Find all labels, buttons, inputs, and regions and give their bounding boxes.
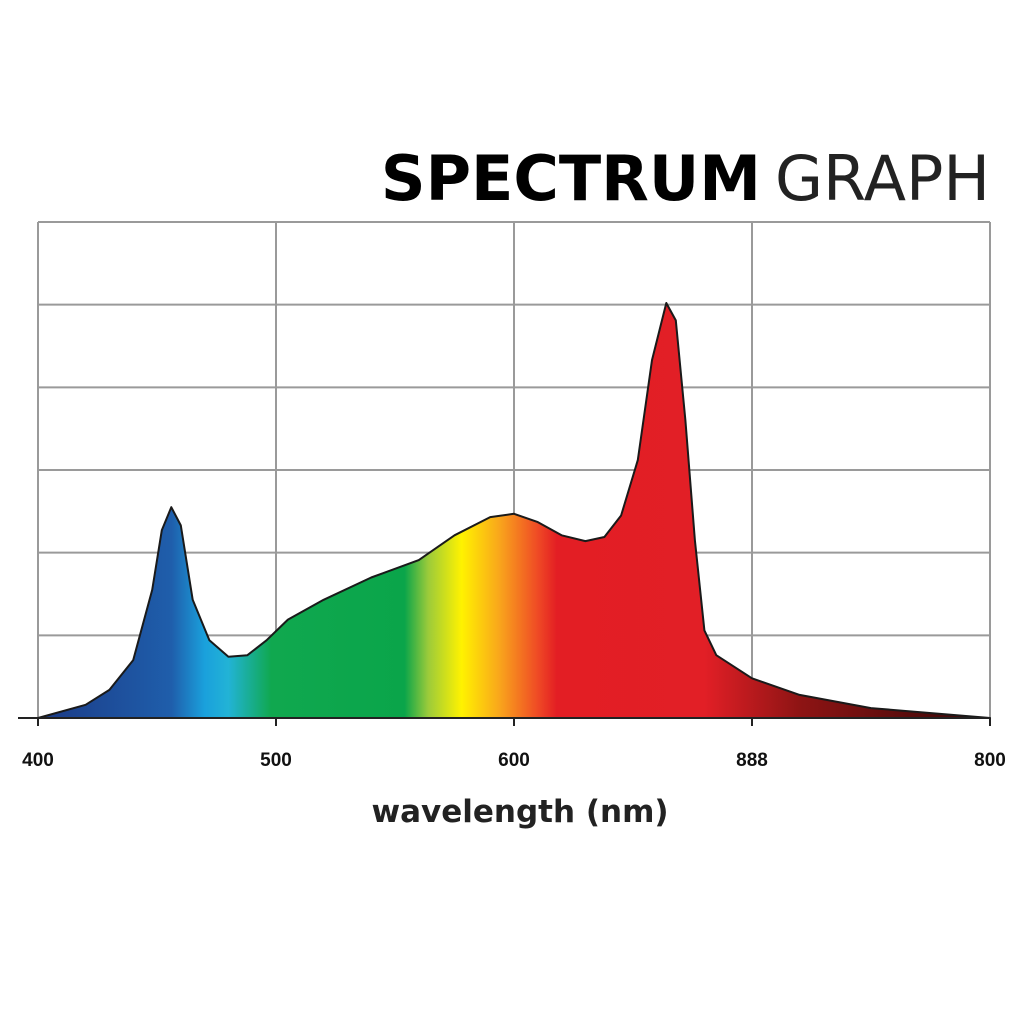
x-tick-label: 500 — [260, 750, 292, 771]
x-tick-label: 800 — [974, 750, 1006, 771]
spectrum-area — [37, 302, 991, 719]
x-tick-label: 888 — [736, 750, 768, 771]
title-bold: SPECTRUM — [381, 142, 761, 215]
x-tick-label: 400 — [22, 750, 54, 771]
x-tick-label: 600 — [498, 750, 530, 771]
title-light: GRAPH — [775, 142, 990, 215]
x-axis-label: wavelength (nm) — [371, 794, 668, 830]
chart-title: SPECTRUM GRAPH — [381, 142, 990, 215]
